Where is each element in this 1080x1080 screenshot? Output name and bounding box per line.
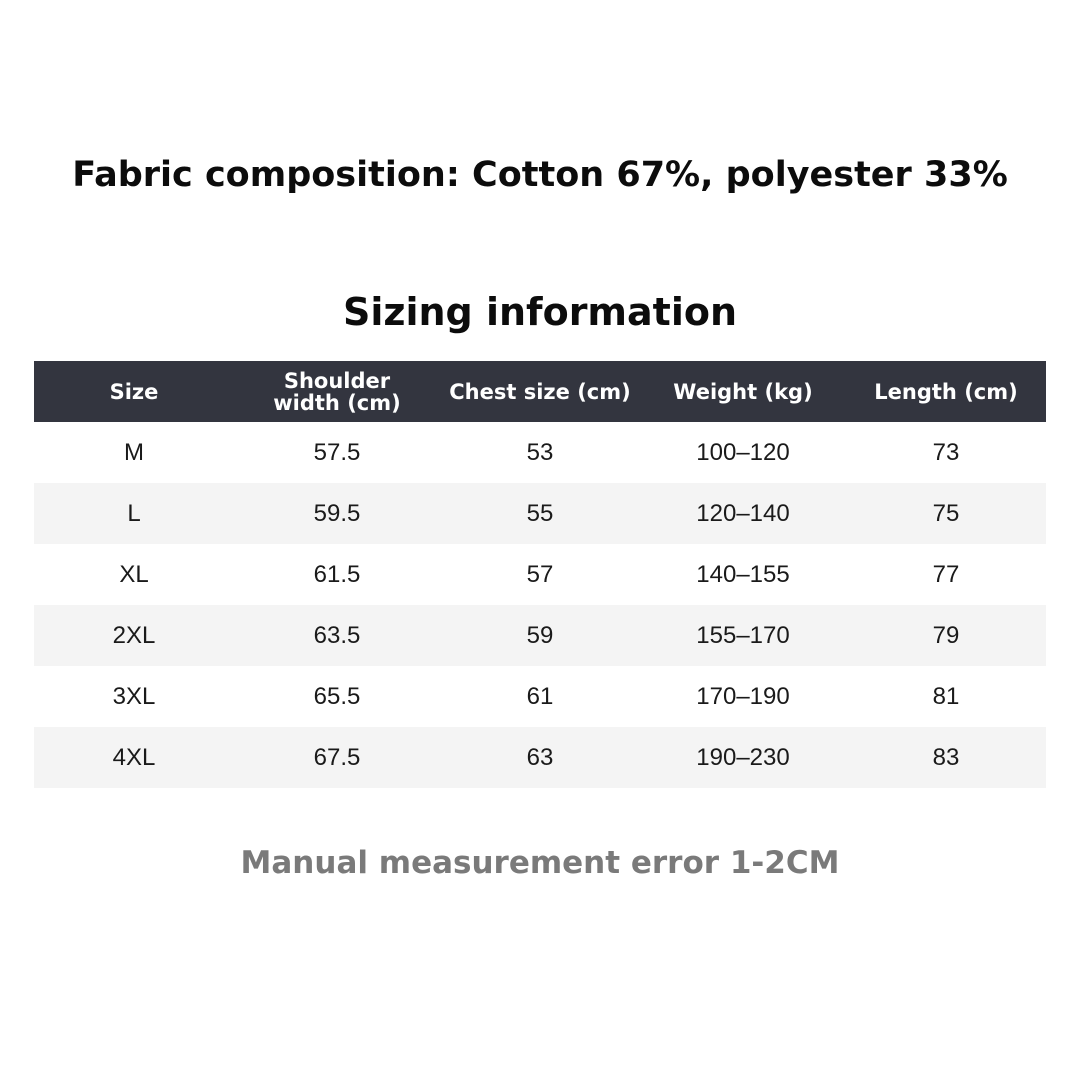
cell-shoulder: 63.5 bbox=[234, 605, 440, 666]
cell-weight: 155–170 bbox=[640, 605, 846, 666]
cell-chest: 59 bbox=[440, 605, 640, 666]
fabric-composition: Fabric composition: Cotton 67%, polyeste… bbox=[72, 155, 1008, 195]
table-row: L 59.5 55 120–140 75 bbox=[34, 483, 1046, 544]
sizing-title: Sizing information bbox=[342, 290, 738, 334]
table-row: M 57.5 53 100–120 73 bbox=[34, 422, 1046, 483]
measurement-note: Manual measurement error 1-2CM bbox=[240, 845, 840, 881]
cell-shoulder: 65.5 bbox=[313, 682, 361, 710]
header-weight: Weight (kg) bbox=[640, 361, 846, 422]
header-chest: Chest size (cm) bbox=[440, 361, 640, 422]
cell-weight: 140–155 bbox=[696, 560, 790, 588]
cell-length: 73 bbox=[932, 438, 960, 466]
cell-length: 79 bbox=[846, 605, 1046, 666]
cell-chest: 57 bbox=[526, 560, 554, 588]
cell-length: 83 bbox=[846, 727, 1046, 788]
header-shoulder: Shoulder width (cm) bbox=[234, 361, 440, 422]
cell-chest: 55 bbox=[440, 483, 640, 544]
cell-shoulder: 57.5 bbox=[313, 438, 361, 466]
cell-shoulder: 67.5 bbox=[234, 727, 440, 788]
cell-chest: 63 bbox=[440, 727, 640, 788]
cell-size: M bbox=[124, 438, 144, 466]
cell-size: 2XL bbox=[34, 605, 234, 666]
table-row: 2XL 63.5 59 155–170 79 bbox=[34, 605, 1046, 666]
size-table: Size Shoulder width (cm) Chest size (cm)… bbox=[34, 361, 1046, 788]
header-length: Length (cm) bbox=[846, 361, 1046, 422]
cell-shoulder: 59.5 bbox=[234, 483, 440, 544]
table-header-row: Size Shoulder width (cm) Chest size (cm)… bbox=[34, 361, 1046, 422]
cell-weight: 120–140 bbox=[640, 483, 846, 544]
cell-shoulder: 61.5 bbox=[313, 560, 361, 588]
table-row: XL 61.5 57 140–155 77 bbox=[34, 544, 1046, 605]
table-row: 3XL 65.5 61 170–190 81 bbox=[34, 666, 1046, 727]
table-row: 4XL 67.5 63 190–230 83 bbox=[34, 727, 1046, 788]
cell-length: 77 bbox=[932, 560, 960, 588]
cell-weight: 170–190 bbox=[696, 682, 790, 710]
cell-length: 75 bbox=[846, 483, 1046, 544]
cell-chest: 53 bbox=[526, 438, 554, 466]
cell-chest: 61 bbox=[526, 682, 554, 710]
cell-size: L bbox=[34, 483, 234, 544]
cell-size: 4XL bbox=[34, 727, 234, 788]
cell-size: 3XL bbox=[112, 682, 156, 710]
cell-weight: 100–120 bbox=[696, 438, 790, 466]
cell-weight: 190–230 bbox=[640, 727, 846, 788]
cell-size: XL bbox=[119, 560, 149, 588]
header-size: Size bbox=[34, 361, 234, 422]
cell-length: 81 bbox=[932, 682, 960, 710]
